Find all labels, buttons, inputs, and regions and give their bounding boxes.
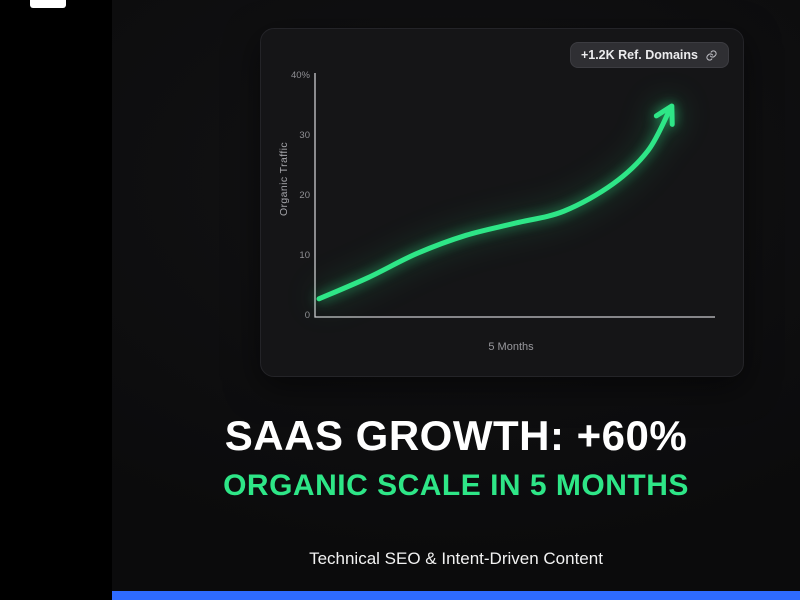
svg-text:30: 30 xyxy=(299,130,310,141)
link-icon xyxy=(706,49,717,61)
ref-domains-label: +1.2K Ref. Domains xyxy=(580,48,698,62)
headline-subtitle: ORGANIC SCALE IN 5 MONTHS xyxy=(223,469,689,502)
axis-lines xyxy=(314,73,715,318)
y-tick-labels: 40% 30 20 10 0 xyxy=(291,70,311,321)
footer-text: Technical SEO & Intent-Driven Content xyxy=(309,549,603,568)
svg-text:10: 10 xyxy=(299,250,310,261)
chart-card: +1.2K Ref. Domains Organic Traffic 40% 30… xyxy=(260,28,744,377)
svg-text:20: 20 xyxy=(299,190,310,201)
y-axis-title: Organic Traffic xyxy=(278,141,290,217)
top-left-artifact xyxy=(30,0,66,8)
growth-chart: 40% 30 20 10 0 xyxy=(291,70,715,321)
headline-title: SAAS GROWTH: +60% xyxy=(224,412,688,459)
bottom-progress-bar xyxy=(112,591,800,600)
ref-domains-badge[interactable]: +1.2K Ref. Domains xyxy=(569,42,729,68)
growth-line xyxy=(316,103,675,302)
svg-text:40%: 40% xyxy=(291,70,311,81)
svg-text:0: 0 xyxy=(305,310,310,321)
x-axis-label: 5 Months xyxy=(488,341,534,353)
content-area: +1.2K Ref. Domains Organic Traffic 40% 30… xyxy=(112,0,800,600)
